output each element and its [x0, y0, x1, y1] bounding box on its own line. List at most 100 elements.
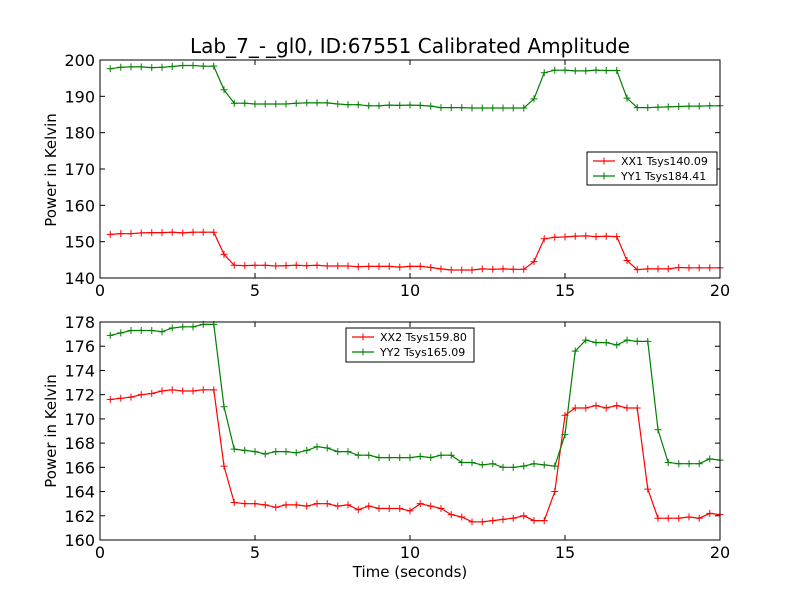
bottom-xtick-label: 20: [710, 543, 730, 562]
bottom-series-xx2-marker: [695, 514, 703, 522]
bottom-series-xx2-marker: [654, 514, 662, 522]
top-series-xx1-marker: [272, 262, 280, 270]
top-series-yy1-marker: [447, 104, 455, 112]
bottom-series-xx2-marker: [199, 386, 207, 394]
bottom-series-xx2-marker: [706, 509, 714, 517]
top-series-yy1-marker: [375, 102, 383, 110]
top-legend-label: YY1 Tsys184.41: [620, 170, 706, 183]
top-series-yy1-marker: [210, 62, 218, 70]
bottom-legend-marker: [359, 348, 367, 356]
top-series-xx1-marker: [675, 263, 683, 271]
top-series-xx1-marker: [241, 262, 249, 270]
top-series-xx1-marker: [292, 261, 300, 269]
top-series-yy1-marker: [168, 63, 176, 71]
bottom-series-yy2-marker: [127, 326, 135, 334]
bottom-series-yy2-marker: [375, 454, 383, 462]
top-series-yy1-marker: [158, 63, 166, 71]
top-series-yy1-marker: [602, 67, 610, 75]
bottom-series-xx2-marker: [365, 502, 373, 510]
bottom-legend-label: YY2 Tsys165.09: [379, 346, 465, 359]
bottom-series-yy2-marker: [241, 446, 249, 454]
top-series-xx1-marker: [168, 228, 176, 236]
top-series-yy1-marker: [551, 66, 559, 74]
top-series-xx1-marker: [437, 265, 445, 273]
top-series-xx1-marker: [706, 264, 714, 272]
top-series-yy1-marker: [695, 102, 703, 110]
top-series-yy1-marker: [520, 104, 528, 112]
bottom-ytick-label: 160: [64, 531, 95, 550]
top-series-yy1-marker: [385, 101, 393, 109]
bottom-series-xx2-marker: [478, 518, 486, 526]
top-xtick-label: 15: [555, 281, 575, 300]
chart-title: Lab_7_-_gl0, ID:67551 Calibrated Amplitu…: [190, 34, 630, 58]
bottom-series-xx2-marker: [241, 500, 249, 508]
bottom-series-xx2-marker: [137, 391, 145, 399]
top-series-xx1-marker: [406, 262, 414, 270]
bottom-series-yy2-marker: [106, 331, 114, 339]
bottom-series-yy2-marker: [148, 326, 156, 334]
top-series-xx1-marker: [633, 266, 641, 274]
top-series-xx1-marker: [644, 265, 652, 273]
top-legend-label: XX1 Tsys140.09: [621, 155, 708, 168]
top-legend: XX1 Tsys140.09 YY1 Tsys184.41: [586, 151, 718, 186]
bottom-series-xx2-marker: [251, 500, 259, 508]
bottom-series-xx2-marker: [117, 394, 125, 402]
top-series-xx1-marker: [396, 263, 404, 271]
bottom-series-xx2-marker: [148, 389, 156, 397]
bottom-series-xx2-marker: [664, 514, 672, 522]
bottom-series-yy2-marker: [447, 451, 455, 459]
bottom-series-xx2-marker: [551, 488, 559, 496]
top-series-yy1-marker: [633, 104, 641, 112]
top-series-yy1-marker: [644, 104, 652, 112]
bottom-series-xx2-marker: [292, 501, 300, 509]
bottom-series-xx2-marker: [385, 505, 393, 513]
bottom-series-xx2-marker: [334, 502, 342, 510]
top-ytick-label: 200: [64, 51, 95, 70]
top-series-yy1-marker: [571, 67, 579, 75]
top-series-xx1-marker: [117, 230, 125, 238]
top-series-xx1-marker: [303, 262, 311, 270]
bottom-series-xx2-marker: [168, 386, 176, 394]
top-series-xx1-marker: [685, 264, 693, 272]
top-series-yy1-marker: [613, 67, 621, 75]
top-series-yy1-marker: [313, 99, 321, 107]
top-series-xx1-marker: [561, 233, 569, 241]
bottom-series-yy2-marker: [437, 451, 445, 459]
top-series-xx1-marker: [251, 261, 259, 269]
top-series-xx1-marker: [654, 265, 662, 273]
top-series-xx1-marker: [478, 265, 486, 273]
top-series-yy1-marker: [509, 104, 517, 112]
bottom-ytick-label: 162: [64, 507, 95, 526]
bottom-series-yy2-marker: [137, 326, 145, 334]
top-series-yy1-marker: [561, 66, 569, 74]
bottom-series-xx2-marker: [261, 501, 269, 509]
bottom-ytick-label: 176: [64, 337, 95, 356]
top-series-yy1-marker: [148, 64, 156, 72]
bottom-series-xx2-marker: [344, 501, 352, 509]
bottom-series-xx2-marker: [530, 517, 538, 525]
bottom-series-yy2-marker: [571, 347, 579, 355]
top-series-xx1-marker: [220, 250, 228, 258]
top-series-yy1-marker: [220, 86, 228, 94]
top-series-xx1-marker: [179, 229, 187, 237]
bottom-series-xx2-marker: [613, 402, 621, 410]
bottom-series-xx2-marker: [458, 513, 466, 521]
bottom-ytick-label: 166: [64, 458, 95, 477]
top-series-yy1-marker: [292, 99, 300, 107]
bottom-xtick-label: 10: [400, 543, 420, 562]
bottom-series-yy2-marker: [427, 454, 435, 462]
top-series-yy1-marker: [458, 104, 466, 112]
bottom-series-xx2-marker: [427, 502, 435, 510]
bottom-series-xx2-marker: [582, 404, 590, 412]
top-series-xx1-marker: [499, 265, 507, 273]
top-series-yy1-marker: [106, 65, 114, 73]
bottom-series-yy2-marker: [282, 448, 290, 456]
top-series-yy1-marker: [582, 67, 590, 75]
bottom-series-xx2-marker: [127, 393, 135, 401]
top-series-yy1-marker: [530, 95, 538, 103]
top-series-xx1-marker: [520, 265, 528, 273]
bottom-series-yy2-marker: [644, 337, 652, 345]
bottom-series-xx2-marker: [313, 500, 321, 508]
top-series-xx1-marker: [582, 232, 590, 240]
top-series-yy1-marker: [540, 69, 548, 77]
